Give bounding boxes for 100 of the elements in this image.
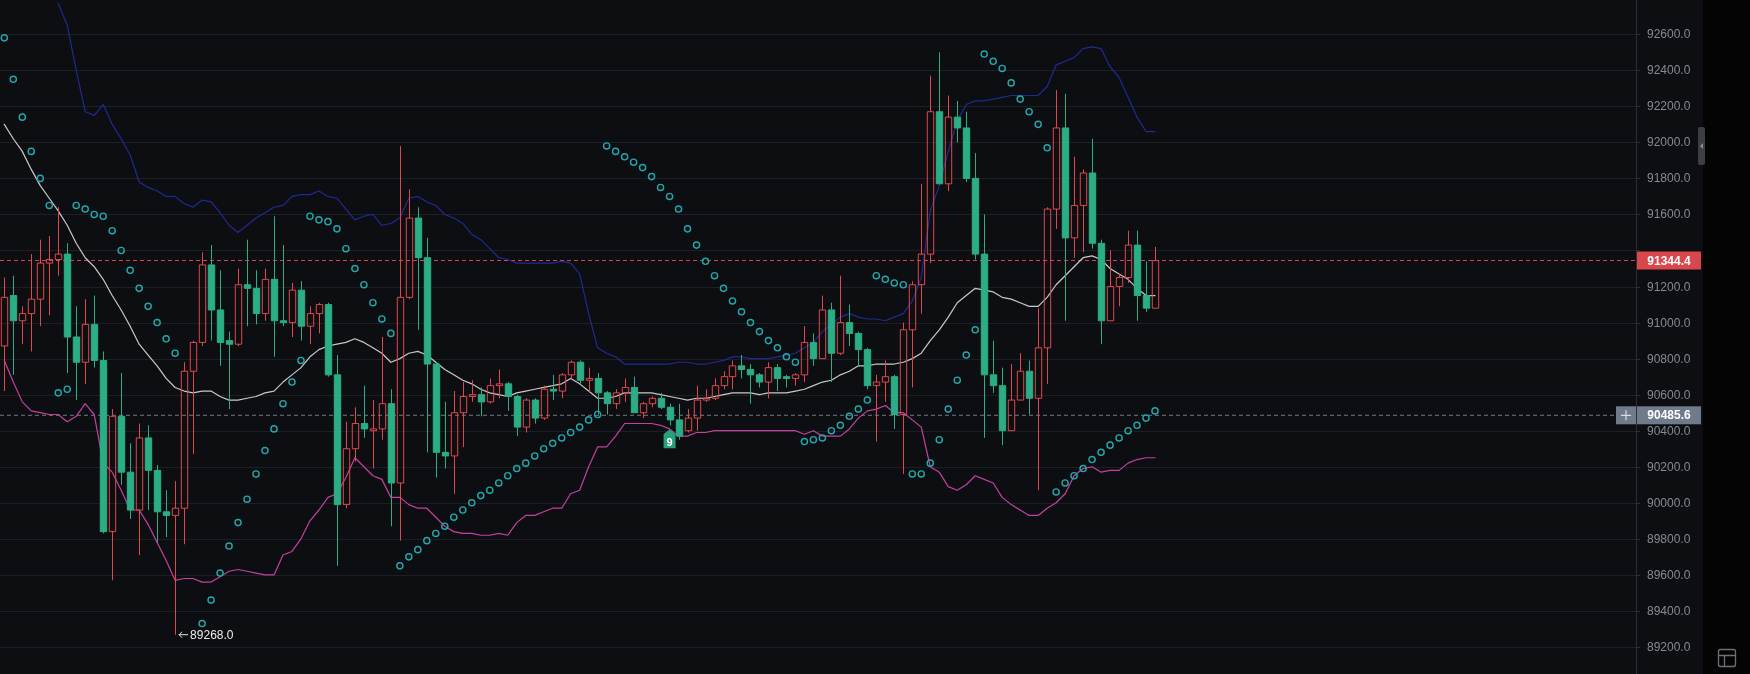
candlestick: [809, 332, 818, 367]
candlestick: [818, 295, 827, 360]
candlestick: [944, 95, 953, 192]
candlestick: [522, 397, 531, 434]
candlestick: [881, 359, 890, 403]
candlestick: [99, 350, 108, 534]
candlestick: [342, 421, 351, 509]
y-tick-label: 92600.0: [1647, 27, 1691, 42]
y-tick-label: 90600.0: [1647, 387, 1691, 402]
candlestick: [306, 305, 315, 345]
candlestick: [1016, 352, 1025, 401]
y-tick-label: 89200.0: [1647, 639, 1691, 654]
candlestick: [1088, 138, 1097, 250]
candlestick: [845, 304, 854, 347]
candlestick: [279, 244, 288, 327]
candlestick: [468, 379, 477, 403]
candlestick: [800, 325, 809, 383]
candlestick: [450, 390, 459, 495]
y-tick-label: 91200.0: [1647, 279, 1691, 294]
candlestick: [603, 390, 612, 415]
y-tick-label: 90400.0: [1647, 423, 1691, 438]
candlestick: [827, 302, 836, 383]
candlestick: [189, 340, 198, 455]
candlestick: [585, 367, 594, 394]
candlestick: [989, 340, 998, 394]
candlestick: [872, 374, 881, 443]
candlestick: [1142, 260, 1151, 313]
candlestick: [171, 480, 180, 636]
candlestick: [486, 377, 495, 405]
candlestick: [1025, 359, 1034, 415]
candlestick: [764, 361, 773, 399]
candlestick: [540, 385, 549, 421]
candlestick: [675, 403, 684, 441]
ref-line-label: 90485.6: [1647, 408, 1692, 423]
y-tick-label: 92400.0: [1647, 63, 1691, 78]
candlestick: [360, 385, 369, 439]
y-tick-label: 92200.0: [1647, 99, 1691, 114]
candlestick: [270, 215, 279, 358]
candlestick: [351, 406, 360, 462]
candlestick: [243, 239, 252, 327]
candlestick: [711, 377, 720, 401]
candlestick: [854, 331, 863, 367]
candlestick: [962, 111, 971, 183]
candlestick: [621, 377, 630, 403]
candlestick: [684, 408, 693, 434]
candlestick: [953, 100, 962, 143]
candlestick: [180, 361, 189, 545]
candlestick: [315, 302, 324, 334]
candlestick: [216, 269, 225, 367]
candlestick: [899, 322, 908, 475]
candlestick: [261, 268, 270, 322]
candlestick: [612, 388, 621, 410]
candlestick: [72, 305, 81, 401]
candlestick: [144, 424, 153, 511]
candlestick: [81, 298, 90, 385]
candlestick: [1097, 239, 1106, 345]
candlestick: [863, 347, 872, 390]
candlestick: [1115, 273, 1124, 307]
candlestick: [504, 381, 513, 412]
candlestick: [576, 359, 585, 385]
candlestick: [369, 399, 378, 470]
candlestick: [423, 237, 432, 453]
candlestick: [737, 354, 746, 379]
candlestick: [890, 374, 899, 430]
candlestick: [782, 374, 791, 388]
candlestick: [288, 282, 297, 338]
y-tick-label: 91600.0: [1647, 207, 1691, 222]
candlestick: [531, 397, 540, 424]
candlestick: [836, 275, 845, 356]
candlestick: [441, 401, 450, 470]
candlestick: [432, 361, 441, 479]
candlestick: [935, 51, 944, 185]
candlestick: [773, 363, 782, 392]
candlestick: [90, 295, 99, 369]
candlestick: [162, 489, 171, 538]
candlestick: [630, 376, 639, 414]
candlestick: [414, 206, 423, 331]
candlestick: [1052, 89, 1061, 230]
candlestick: [324, 302, 333, 378]
candlestick: [477, 386, 486, 417]
candlestick: [702, 388, 711, 403]
candlestick: [234, 268, 243, 347]
candlestick: [1061, 93, 1070, 322]
y-tick-label: 89600.0: [1647, 567, 1691, 582]
candlestick: [791, 372, 800, 387]
candlestick: [1079, 168, 1088, 253]
candlestick: [549, 374, 558, 401]
y-tick-label: 91800.0: [1647, 171, 1691, 186]
line-series: [3, 123, 1156, 401]
y-tick-label: 90200.0: [1647, 459, 1691, 474]
candlestick: [657, 392, 666, 410]
y-tick-label: 90000.0: [1647, 495, 1691, 510]
candlestick: [1133, 230, 1142, 322]
y-tick-label: 91000.0: [1647, 315, 1691, 330]
candlestick: [1007, 363, 1016, 432]
candlestick: [998, 367, 1007, 446]
candlestick: [18, 305, 27, 345]
annotation: 9: [666, 435, 673, 448]
candlestick: [252, 269, 261, 325]
candlestick: [693, 385, 702, 432]
